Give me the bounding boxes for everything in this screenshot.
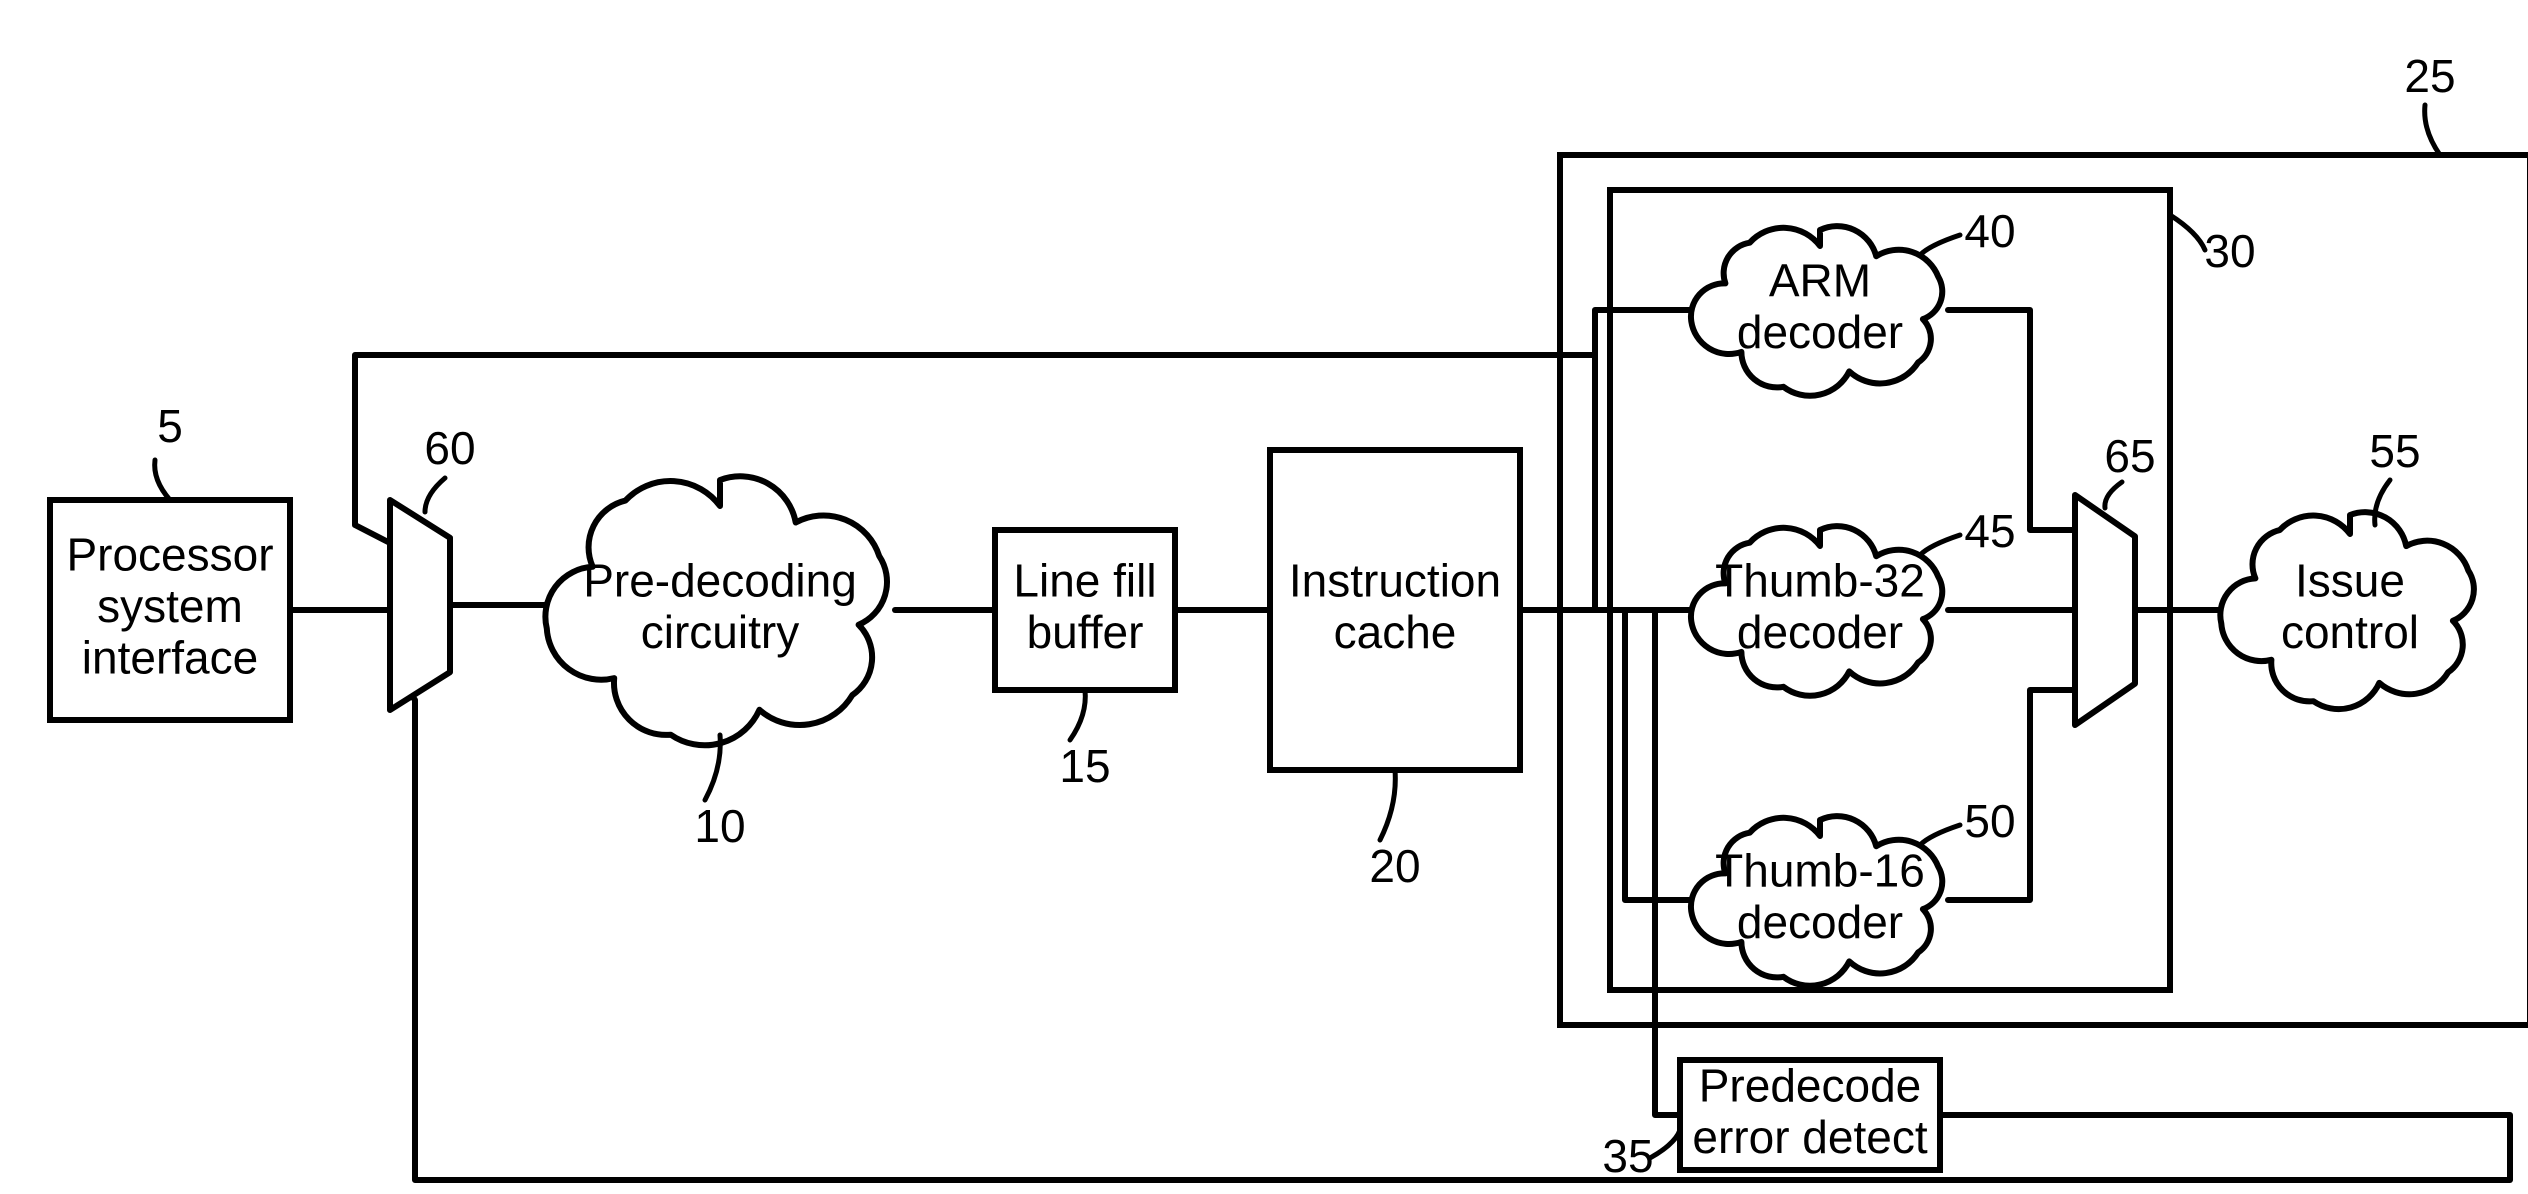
svg-text:decoder: decoder [1737, 606, 1903, 658]
svg-text:Pre-decoding: Pre-decoding [583, 554, 857, 606]
svg-text:15: 15 [1059, 740, 1110, 792]
svg-text:40: 40 [1964, 205, 2015, 257]
svg-text:system: system [97, 580, 243, 632]
svg-text:Instruction: Instruction [1289, 554, 1501, 606]
svg-text:interface: interface [82, 632, 258, 684]
svg-text:30: 30 [2204, 225, 2255, 277]
svg-text:Issue: Issue [2295, 554, 2405, 606]
svg-text:ARM: ARM [1769, 254, 1871, 306]
svg-text:Line fill: Line fill [1013, 554, 1156, 606]
svg-text:decoder: decoder [1737, 306, 1903, 358]
svg-text:Thumb-16: Thumb-16 [1715, 844, 1925, 896]
svg-text:60: 60 [424, 422, 475, 474]
svg-text:circuitry: circuitry [641, 606, 799, 658]
mux_in [390, 500, 450, 710]
svg-text:Predecode: Predecode [1699, 1059, 1922, 1111]
svg-text:65: 65 [2104, 430, 2155, 482]
svg-text:cache: cache [1334, 606, 1457, 658]
svg-text:55: 55 [2369, 425, 2420, 477]
svg-text:35: 35 [1602, 1130, 1653, 1182]
svg-text:error detect: error detect [1692, 1111, 1927, 1163]
svg-text:buffer: buffer [1027, 606, 1144, 658]
mux_out [2075, 495, 2135, 725]
svg-text:25: 25 [2404, 50, 2455, 102]
svg-text:5: 5 [157, 400, 183, 452]
svg-text:45: 45 [1964, 505, 2015, 557]
svg-text:decoder: decoder [1737, 896, 1903, 948]
svg-text:control: control [2281, 606, 2419, 658]
svg-text:Thumb-32: Thumb-32 [1715, 554, 1925, 606]
svg-text:10: 10 [694, 800, 745, 852]
svg-text:Processor: Processor [66, 529, 273, 581]
svg-text:20: 20 [1369, 840, 1420, 892]
svg-text:50: 50 [1964, 795, 2015, 847]
